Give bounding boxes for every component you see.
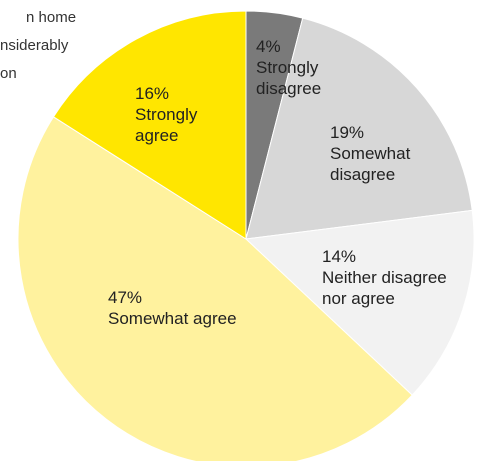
slice-5-value-label: 16% bbox=[135, 84, 169, 103]
slice-3-category-label: nor agree bbox=[322, 289, 395, 308]
slice-1-category-label: disagree bbox=[256, 79, 321, 98]
slice-1-category-label: Strongly bbox=[256, 58, 319, 77]
slice-2-category-label: disagree bbox=[330, 165, 395, 184]
chart-title-line-2: nsiderably bbox=[0, 37, 69, 54]
pie-slice-2 bbox=[245, 17, 473, 240]
chart-title-line-1: n home bbox=[26, 9, 77, 26]
pie-slice-5 bbox=[52, 10, 247, 240]
pie-slice-4 bbox=[17, 116, 413, 461]
slice-1-value-label: 4% bbox=[256, 37, 281, 56]
pie-slice-3 bbox=[244, 209, 475, 396]
slice-4-category-label: Somewhat agree bbox=[108, 309, 237, 328]
chart-title-line-3: on bbox=[0, 65, 17, 82]
slice-5-category-label: agree bbox=[135, 126, 178, 145]
slice-5-category-label: Strongly bbox=[135, 105, 198, 124]
slice-3-value-label: 14% bbox=[322, 247, 356, 266]
slice-4-value-label: 47% bbox=[108, 288, 142, 307]
slice-2-value-label: 19% bbox=[330, 123, 364, 142]
slice-2-category-label: Somewhat bbox=[330, 144, 411, 163]
slice-3-category-label: Neither disagree bbox=[322, 268, 447, 287]
